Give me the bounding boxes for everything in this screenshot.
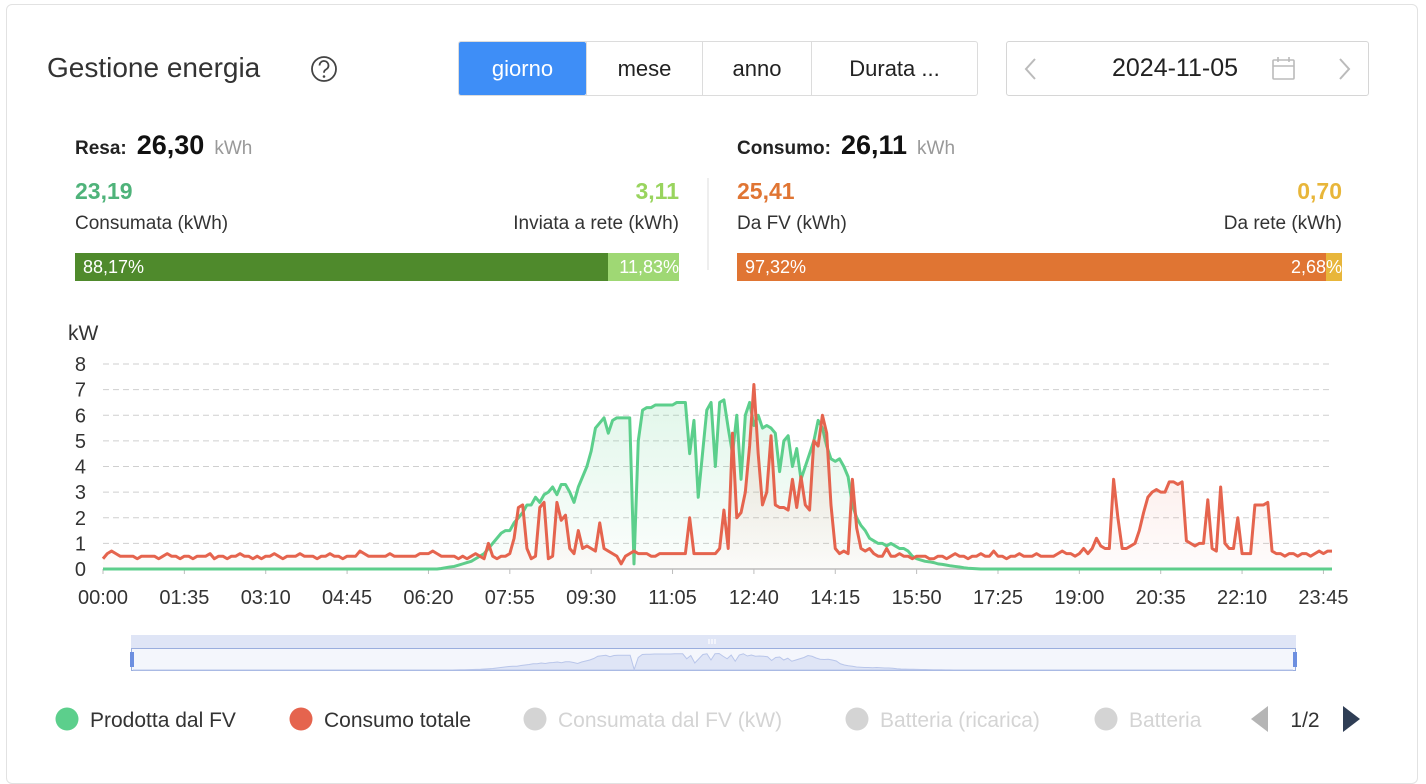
right-label: Da rete (kWh) — [1223, 213, 1342, 234]
legend-label: Consumata dal FV (kW) — [558, 709, 782, 732]
legend-swatch — [1094, 707, 1118, 731]
title: Gestione energia — [47, 52, 261, 83]
y-tick-label: 3 — [75, 482, 86, 504]
x-tick-label: 23:45 — [1298, 587, 1348, 609]
x-tick-label: 00:00 — [78, 587, 128, 609]
x-tick-label: 04:45 — [322, 587, 372, 609]
x-tick-label: 19:00 — [1054, 587, 1104, 609]
legend-swatch — [289, 707, 313, 731]
x-tick-label: 14:15 — [810, 587, 860, 609]
y-tick-label: 2 — [75, 508, 86, 530]
x-tick-label: 11:05 — [648, 587, 697, 609]
left-value: 23,19 — [75, 178, 133, 204]
y-tick-label: 7 — [75, 380, 86, 402]
left-label: Da FV (kWh) — [737, 213, 847, 234]
x-tick-label: 15:50 — [892, 587, 942, 609]
x-tick-label: 09:30 — [566, 587, 616, 609]
legend-swatch — [55, 707, 79, 731]
legend-label: Batteria (ricarica) — [880, 709, 1040, 732]
summary-total: 26,11 — [840, 130, 908, 160]
y-tick-label: 6 — [75, 405, 86, 427]
legend-label: Consumo totale — [324, 709, 471, 732]
x-tick-label: 03:10 — [241, 587, 291, 609]
summary-label: Consumo: — [737, 138, 831, 159]
right-label: Inviata a rete (kWh) — [513, 213, 679, 234]
legend-swatch — [523, 707, 547, 731]
x-tick-label: 22:10 — [1217, 587, 1267, 609]
summary-total: 26,30 — [136, 130, 205, 160]
slider-handle[interactable] — [1293, 652, 1297, 667]
y-axis-label: kW — [68, 322, 99, 345]
share-label: 2,68% — [1290, 257, 1342, 277]
legend-item[interactable]: Batteria — [1094, 707, 1202, 733]
legend-prev[interactable] — [1251, 706, 1268, 732]
x-tick-label: 17:25 — [973, 587, 1023, 609]
help-icon[interactable] — [311, 56, 337, 82]
share-label: 88,17% — [83, 257, 145, 277]
slider-handle[interactable] — [130, 652, 134, 667]
right-value: 3,11 — [635, 178, 680, 204]
legend-label: Batteria — [1129, 709, 1202, 732]
tab[interactable]: Durata ... — [811, 42, 977, 95]
share-bar: 97,32% 2,68% — [737, 253, 1342, 281]
legend-label: Prodotta dal FV — [90, 709, 236, 732]
legend-item[interactable]: Batteria (ricarica) — [845, 707, 1040, 733]
series-area — [103, 384, 1332, 569]
legend-next[interactable] — [1343, 706, 1360, 732]
period-tabs: giorno mese anno Durata ... — [458, 41, 978, 96]
legend-item[interactable]: Consumata dal FV (kW) — [523, 707, 783, 733]
series-area — [103, 399, 1332, 569]
legend-page: 1/2 — [1290, 709, 1319, 732]
x-tick-label: 20:35 — [1136, 587, 1186, 609]
series-line — [101, 383, 1332, 566]
share-segment: 97,32% — [737, 253, 1326, 281]
share-label: 97,32% — [745, 257, 807, 277]
left-value: 25,41 — [737, 178, 795, 204]
summary-head: Resa: 26,30 kWh — [75, 130, 252, 161]
summary-label: Resa: — [75, 138, 127, 159]
share-bar: 88,17% 11,83% — [75, 253, 679, 281]
y-tick-label: 1 — [75, 533, 86, 555]
tab[interactable]: giorno — [459, 42, 586, 95]
right-value: 0,70 — [1297, 178, 1342, 204]
y-tick-label: 4 — [75, 457, 86, 479]
date-picker[interactable]: 2024-11-05 — [1006, 41, 1369, 96]
x-tick-label: 06:20 — [403, 587, 453, 609]
slider-bar[interactable] — [131, 635, 1296, 648]
zoom-preview — [133, 652, 1293, 672]
x-tick-label: 12:40 — [729, 587, 779, 609]
summary-head: Consumo: 26,11 kWh — [737, 130, 955, 161]
x-tick-label: 01:35 — [159, 587, 209, 609]
tab[interactable]: anno — [702, 42, 811, 95]
next-date[interactable] — [1339, 58, 1351, 80]
share-segment: 2,68% — [1291, 253, 1342, 281]
legend-item[interactable]: Consumo totale — [289, 707, 472, 733]
share-label: 11,83% — [619, 257, 679, 277]
share-segment: 11,83% — [607, 253, 679, 281]
summary-unit: kWh — [917, 138, 956, 159]
calendar-icon[interactable] — [1272, 57, 1295, 80]
y-tick-label: 8 — [75, 354, 86, 376]
prev-date[interactable] — [1024, 58, 1036, 80]
y-tick-label: 0 — [75, 559, 86, 581]
x-tick-label: 07:55 — [485, 587, 535, 609]
tab[interactable]: mese — [586, 42, 702, 95]
legend-swatch — [845, 707, 869, 731]
y-tick-label: 5 — [75, 431, 86, 453]
summary-unit: kWh — [214, 138, 253, 159]
date: 2024-11-05 — [1111, 54, 1239, 82]
share-segment: 88,17% — [75, 253, 608, 281]
left-label: Consumata (kWh) — [75, 213, 229, 234]
legend-item[interactable]: Prodotta dal FV — [55, 707, 236, 733]
